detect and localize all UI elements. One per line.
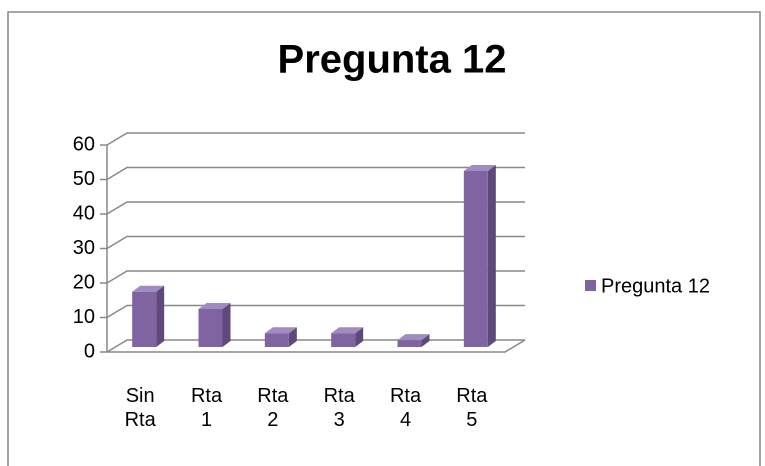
y-tick-label: 10 [73, 306, 95, 328]
bar-top [463, 165, 496, 172]
bar-top [132, 285, 165, 292]
bar-side [288, 327, 297, 347]
bar [198, 303, 231, 347]
x-tick-label: Rta 2 [257, 385, 289, 431]
bar [331, 327, 364, 347]
grid-line [106, 270, 525, 284]
bar-top [331, 327, 364, 334]
bar-front [331, 333, 356, 347]
bar-side [487, 165, 496, 347]
y-tick-label: 60 [73, 133, 95, 155]
y-tick-label: 40 [73, 202, 95, 224]
x-tick-label: Rta 3 [323, 385, 355, 431]
y-tick-label: 0 [84, 340, 95, 362]
bar-side [156, 285, 165, 347]
x-tick-label: Sin Rta [124, 385, 156, 431]
x-tick-label: Rta 1 [190, 385, 223, 431]
bar [264, 327, 297, 347]
bar-top [397, 334, 430, 341]
bar-top [264, 327, 297, 334]
chart-title: Pregunta 12 [278, 38, 507, 82]
x-tick-label: Rta 4 [389, 385, 422, 431]
bar-top [198, 303, 231, 310]
x-axis [107, 339, 526, 353]
grid-line [106, 304, 525, 319]
grid-line [106, 201, 525, 215]
legend-label: Pregunta 12 [601, 275, 710, 297]
bar [397, 334, 430, 347]
bar-front [132, 291, 157, 347]
y-tick-label: 20 [73, 271, 95, 293]
bar-front [397, 340, 422, 347]
grid-line [106, 339, 525, 353]
grid-line [106, 235, 525, 250]
chart-frame [7, 11, 761, 466]
bar-side [421, 334, 430, 347]
bar-front [463, 171, 488, 347]
bar-side [355, 327, 364, 347]
bar-front [264, 333, 289, 347]
bar-side [222, 303, 231, 347]
y-tick-label: 30 [73, 237, 95, 259]
bar-front [198, 309, 223, 347]
x-tick-label: Rta 5 [456, 385, 488, 431]
legend-swatch [585, 280, 596, 291]
bar [132, 285, 165, 347]
y-tick-label: 50 [73, 168, 95, 190]
grid-line [106, 132, 525, 146]
grid-line [106, 166, 525, 181]
bar [463, 165, 496, 347]
